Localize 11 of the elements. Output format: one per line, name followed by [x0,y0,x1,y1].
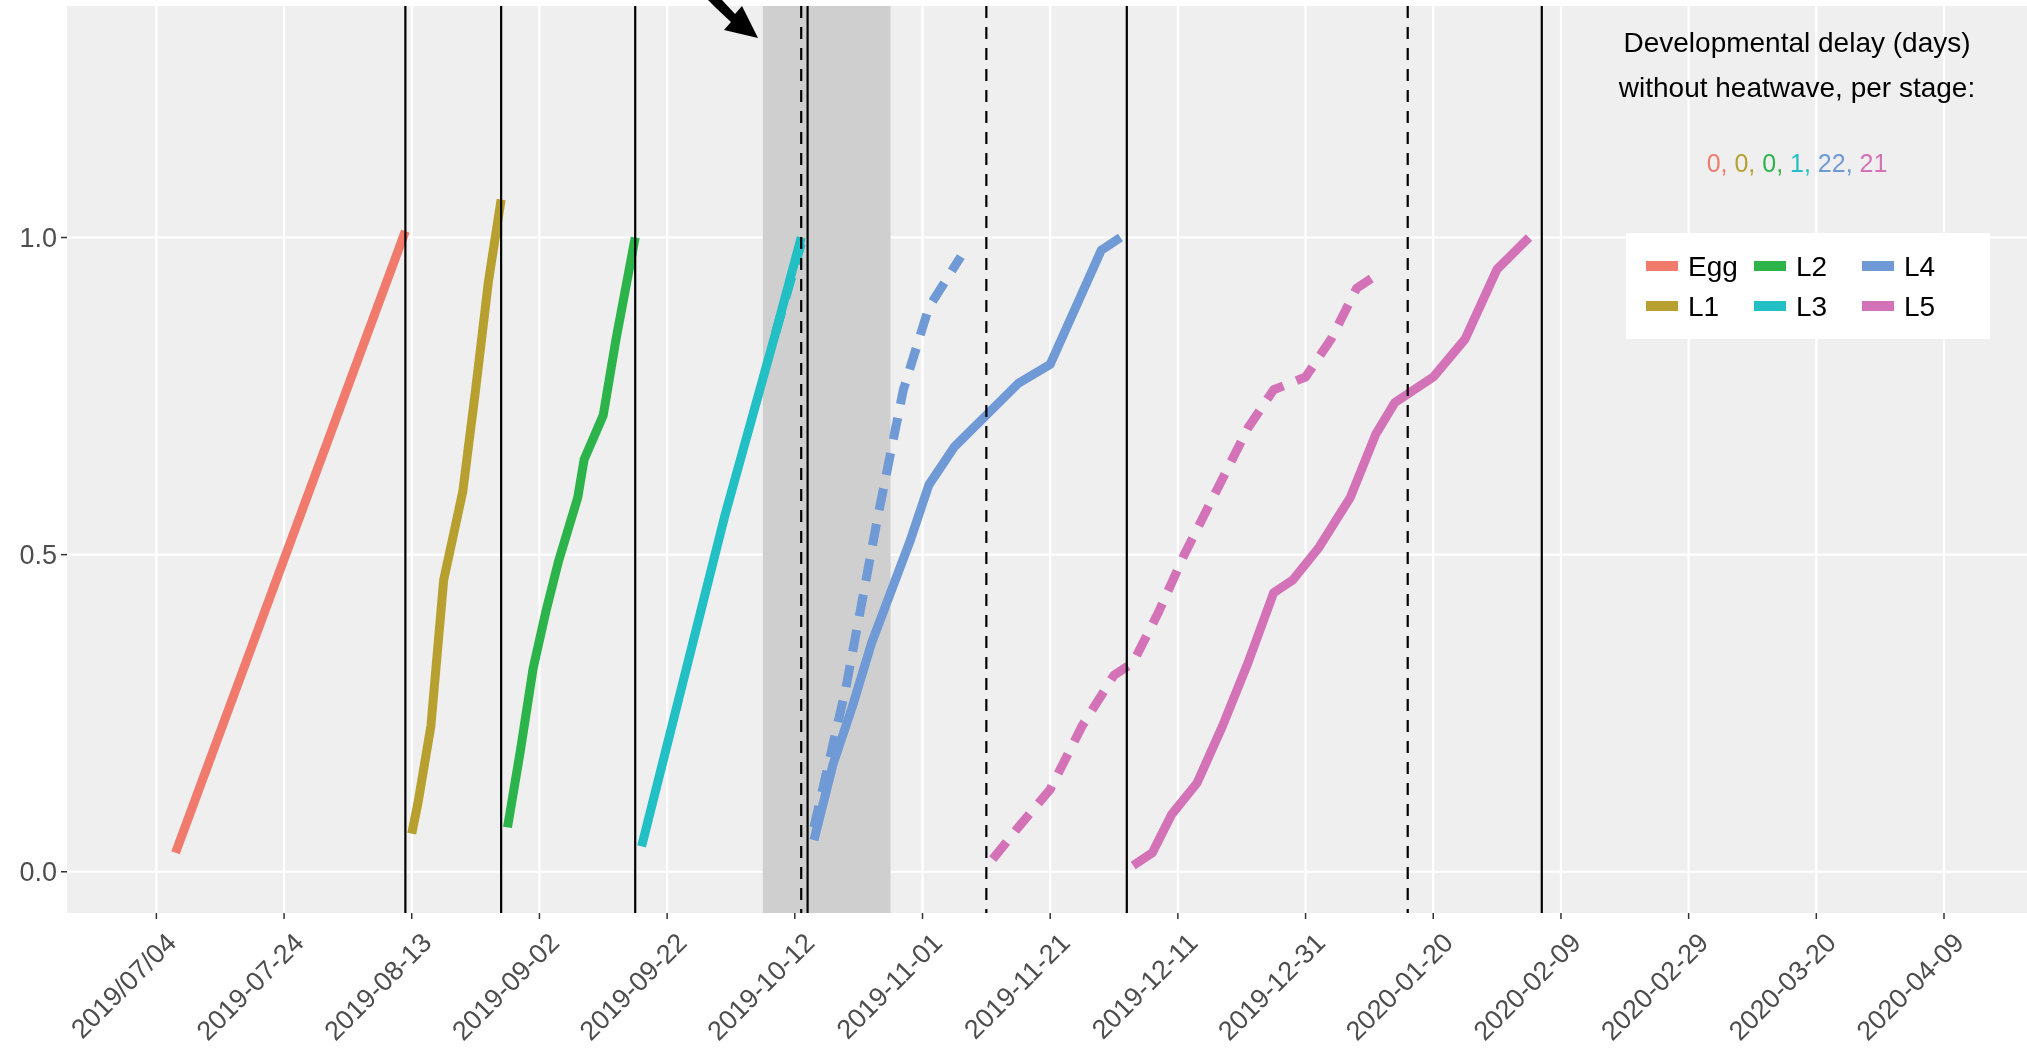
y-tick-label: 1.0 [19,222,57,253]
legend-label: Egg [1688,250,1738,282]
legend-label: L1 [1688,290,1720,322]
legend-label: L2 [1796,250,1828,282]
y-tick-label: 0.0 [19,857,57,888]
legend-label: L5 [1904,290,1936,322]
annotation: Developmental delay (days) without heatwave, per stage: [1617,27,1976,103]
y-tick-label: 0.5 [19,540,57,571]
annotation: 0, 0, 0, 1, 22, 21 [1706,149,1888,177]
legend-label: L4 [1904,250,1936,282]
legend-label: L3 [1796,290,1828,322]
